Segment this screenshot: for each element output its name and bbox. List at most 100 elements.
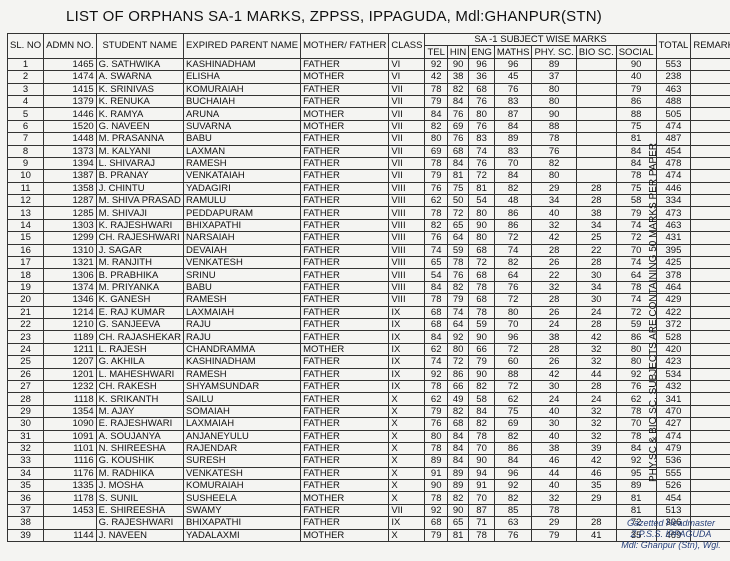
table-cell: 82 — [446, 491, 470, 505]
table-cell: 74 — [446, 305, 470, 320]
table-cell: 78 — [424, 441, 448, 456]
table-cell: 92 — [446, 330, 470, 344]
table-cell: 80 — [468, 231, 495, 245]
stamp: Gazetted Headmaster Z.P.S.S. IPPAGUDA Mdl:… — [612, 518, 730, 551]
table-cell: 80 — [531, 82, 577, 96]
table-cell: RAJU — [183, 330, 302, 344]
table-cell: FATHER — [300, 268, 390, 282]
table-cell: NARSAIAH — [183, 231, 302, 245]
table-cell: 422 — [655, 305, 692, 320]
table-cell: 70 — [493, 156, 533, 171]
table-row: 5 1446 K. RAMYA ARUNA MOTHER VII 84 76 80 87 90 88 5… — [6, 107, 730, 121]
table-row: 39 1144 J. NAVEEN YADALAXMI MOTHER X 79 81 78 76 7… — [6, 528, 730, 543]
table-cell: 1335 — [43, 479, 97, 493]
table-cell: 1299 — [43, 231, 97, 245]
table-cell: 15 — [6, 231, 45, 245]
table-cell: 28 — [575, 516, 617, 530]
table-row: 35 1335 J. MOSHA KOMURAIAH FATHER X 90 89 91 92 40… — [6, 479, 730, 493]
remarks-cell — [690, 82, 730, 96]
table-cell: A. SWARNA — [95, 70, 185, 84]
table-cell: J. CHINTU — [95, 181, 185, 196]
table-cell: FATHER — [300, 417, 390, 431]
table-cell: MOTHER — [300, 528, 390, 543]
table-cell: 423 — [655, 355, 692, 369]
table-cell: 30 — [575, 268, 617, 282]
subject-header: MATHS — [493, 45, 533, 59]
remarks-cell — [690, 355, 730, 369]
stamp-line: Mdl: Ghanpur (Stn), Wgl. — [621, 540, 721, 550]
table-cell: 87 — [493, 107, 533, 121]
table-cell: 82 — [424, 119, 448, 134]
table-cell: SURESH — [183, 454, 302, 468]
table-row: 38 G. RAJESHWARI BHIXAPATHI FATHER IX 68 65 71 6… — [6, 516, 730, 530]
table-cell: M. PRASANNA — [95, 132, 185, 146]
table-cell: 32 — [531, 280, 577, 295]
table-cell: X — [388, 417, 426, 431]
table-cell: 14 — [6, 218, 45, 233]
table-cell: VII — [388, 94, 426, 109]
table-cell: 24 — [531, 317, 577, 332]
table-cell: 28 — [575, 317, 617, 332]
table-cell: IX — [388, 305, 426, 320]
table-cell: 84 — [424, 107, 448, 121]
table-cell: 78 — [468, 528, 495, 543]
table-row: 13 1285 M. SHIVAJI PEDDAPURAM FATHER VIII 78 72… — [6, 206, 730, 220]
table-cell: VII — [388, 119, 426, 134]
table-cell: 1379 — [43, 94, 97, 109]
table-cell: 29 — [6, 404, 45, 419]
table-cell: J. SAGAR — [95, 243, 185, 258]
table-cell: VENKATAIAH — [183, 169, 302, 183]
table-cell: 1287 — [43, 194, 97, 208]
table-cell: FATHER — [300, 94, 390, 109]
remarks-cell — [690, 404, 730, 419]
table-cell: 94 — [468, 466, 495, 481]
table-cell: 488 — [655, 94, 692, 109]
table-cell: 1374 — [43, 280, 97, 295]
table-cell: 30 — [531, 417, 577, 431]
table-cell: 27 — [6, 379, 45, 394]
table-cell: VII — [388, 169, 426, 183]
remarks-cell — [690, 243, 730, 258]
table-cell: 473 — [655, 206, 692, 220]
table-cell: 446 — [655, 181, 692, 196]
remarks-cell — [690, 156, 730, 171]
table-cell — [575, 70, 617, 84]
table-cell: FATHER — [300, 206, 390, 220]
table-cell: 28 — [575, 379, 617, 394]
table-cell: 76 — [424, 231, 448, 245]
table-cell: 49 — [446, 392, 470, 406]
table-cell: 90 — [446, 57, 470, 72]
table-cell: 69 — [493, 417, 533, 431]
table-cell: VI — [388, 57, 426, 72]
table-cell: LAXMAIAH — [183, 305, 302, 320]
table-cell: 553 — [655, 57, 692, 72]
table-cell: VII — [388, 144, 426, 158]
remarks-cell — [690, 280, 730, 295]
table-row: 14 1303 K. RAJESHWARI BHIXAPATHI FATHER VIII 8… — [6, 218, 730, 233]
table-cell: 29 — [531, 181, 577, 196]
table-cell: VIII — [388, 293, 426, 307]
table-cell: X — [388, 479, 426, 493]
table-row: 25 1207 G. AKHILA KASHINADHAM FATHER IX 74 72 79… — [6, 355, 730, 369]
table-row: 26 1201 L. MAHESHWARI RAMESH FATHER IX 92 86 90 8… — [6, 367, 730, 381]
table-cell: 90 — [446, 503, 470, 518]
table-cell: 78 — [424, 206, 448, 220]
table-cell: MOTHER — [300, 342, 390, 357]
table-cell: 464 — [655, 280, 692, 295]
table-cell: 84 — [493, 119, 533, 134]
table-row: 36 1178 S. SUNIL SUSHEELA MOTHER X 78 82 70 82 32 2… — [6, 491, 730, 505]
table-cell: IX — [388, 317, 426, 332]
table-cell: 38 — [531, 330, 577, 344]
table-cell: 89 — [424, 454, 448, 468]
table-cell: 88 — [615, 107, 657, 121]
table-cell — [575, 82, 617, 96]
table-cell: 26 — [531, 355, 577, 369]
table-row: 7 1448 M. PRASANNA BABU FATHER VII 80 76 83 89 78 8… — [6, 132, 730, 146]
table-cell: BABU — [183, 280, 302, 295]
table-cell: 86 — [615, 94, 657, 109]
table-cell: 74 — [493, 243, 533, 258]
table-cell: 84 — [446, 94, 470, 109]
table-cell: 34 — [575, 280, 617, 295]
table-cell: 92 — [493, 479, 533, 493]
table-cell: VI — [388, 70, 426, 84]
